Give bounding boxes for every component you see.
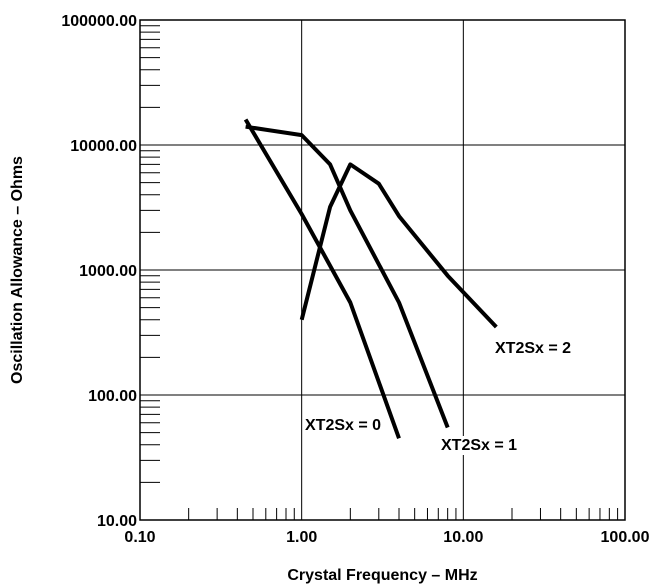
y-tick-label: 10000.00 bbox=[70, 138, 137, 155]
y-tick-label: 100.00 bbox=[88, 388, 137, 405]
minor-ticks bbox=[140, 25, 619, 520]
series-labels: XT2Sx = 0 XT2Sx = 1 XT2Sx = 2 bbox=[303, 339, 574, 455]
x-tick-label: 100.00 bbox=[601, 529, 650, 546]
series-label-bg bbox=[493, 339, 574, 358]
series-label-xt2sx-1: XT2Sx = 1 bbox=[441, 437, 517, 454]
x-tick-label: 0.10 bbox=[124, 529, 155, 546]
y-tick-label: 100000.00 bbox=[61, 13, 137, 30]
y-tick-label: 10.00 bbox=[97, 513, 137, 530]
series-label-bg bbox=[303, 416, 384, 435]
x-axis-tick-labels: 0.10 1.00 10.00 100.00 bbox=[124, 529, 649, 546]
plot-frame bbox=[139, 19, 626, 521]
series-line-xt2sx-2 bbox=[299, 162, 498, 329]
x-tick-label: 1.00 bbox=[286, 529, 317, 546]
series-line-xt2sx-0 bbox=[243, 118, 401, 439]
series-label-bg bbox=[439, 436, 520, 455]
series-label-xt2sx-0: XT2Sx = 0 bbox=[305, 417, 381, 434]
series-label-xt2sx-2: XT2Sx = 2 bbox=[495, 340, 571, 357]
series-lines bbox=[243, 118, 498, 439]
x-tick-label: 10.00 bbox=[443, 529, 483, 546]
y-axis-title: Oscillation Allowance – Ohms bbox=[9, 156, 26, 384]
y-axis-tick-labels: 10.00 100.00 1000.00 10000.00 100000.00 bbox=[61, 13, 137, 530]
x-axis-title: Crystal Frequency – MHz bbox=[287, 567, 477, 584]
y-tick-label: 1000.00 bbox=[79, 263, 137, 280]
